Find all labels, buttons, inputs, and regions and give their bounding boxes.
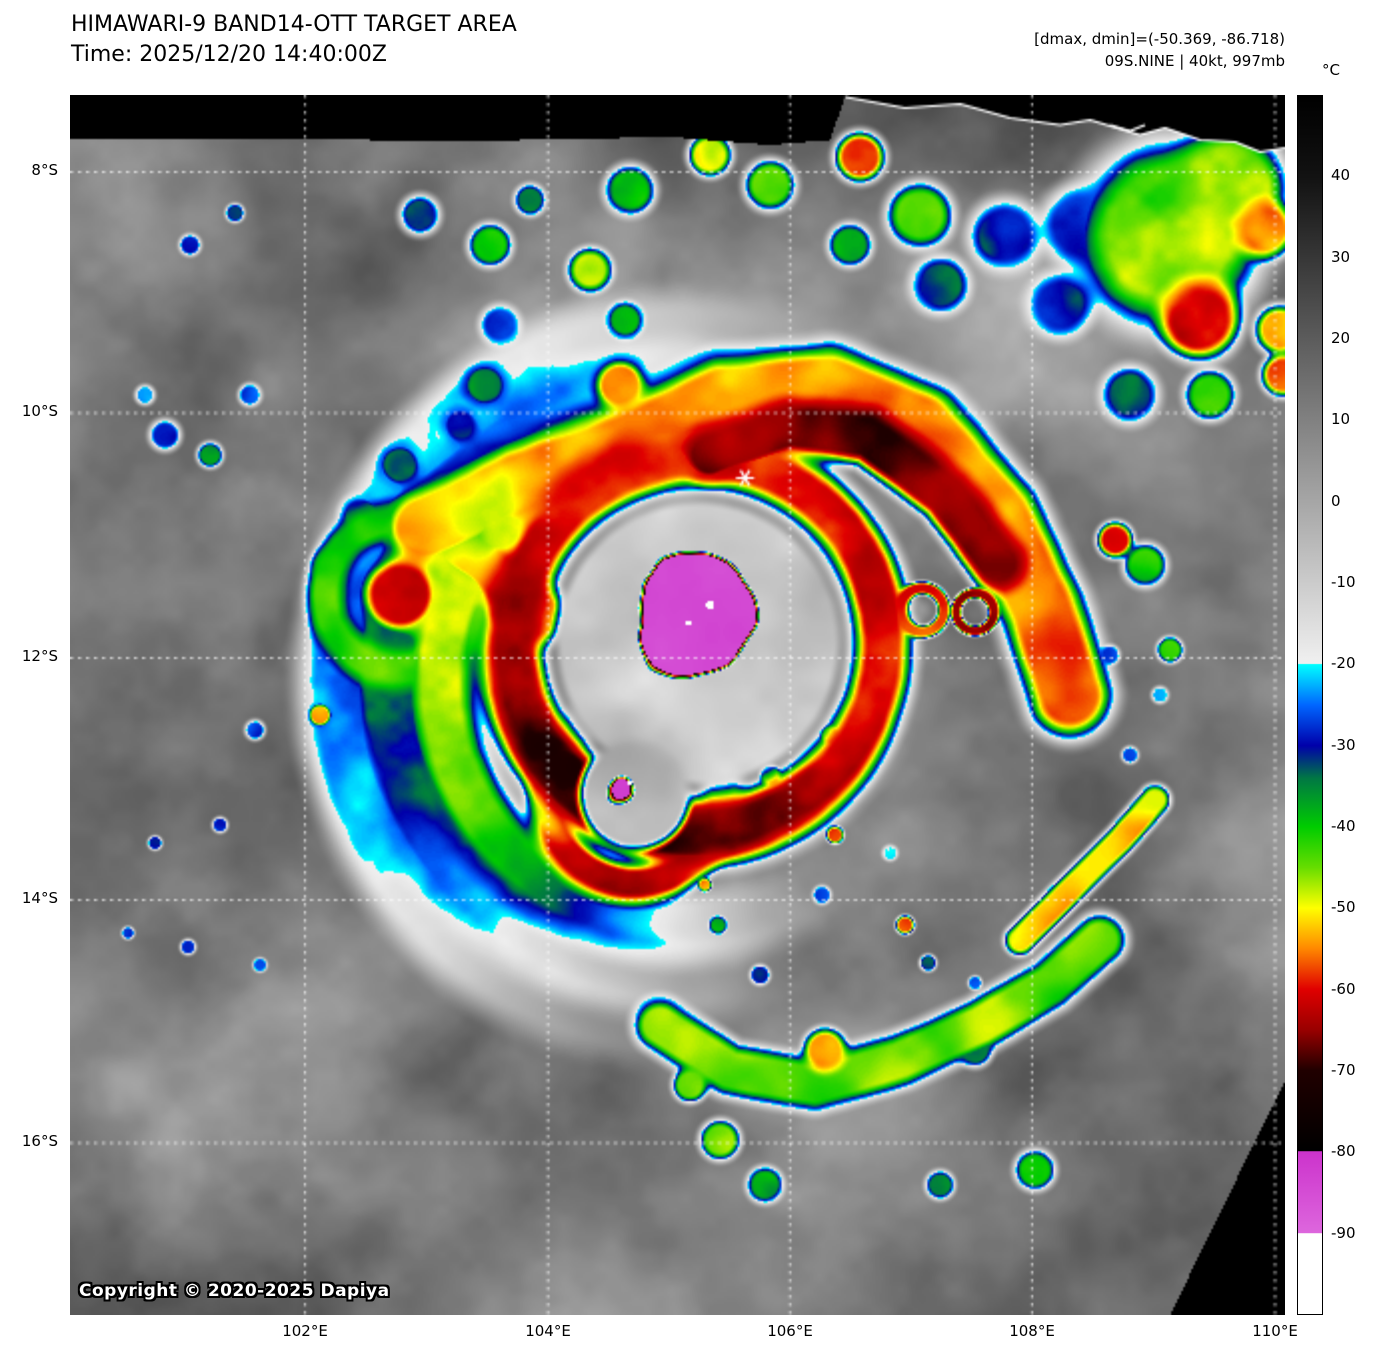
lon-tick-label: 104°E: [525, 1322, 571, 1340]
lon-tick-label: 102°E: [282, 1322, 328, 1340]
header-readouts: [dmax, dmin]=(-50.369, -86.718) 09S.NINE…: [1034, 28, 1285, 72]
colorbar-tick-label: 40: [1331, 166, 1351, 185]
lon-tick-label: 110°E: [1252, 1322, 1298, 1340]
colorbar-tick-label: -90: [1331, 1223, 1356, 1242]
lat-tick-label: 8°S: [31, 161, 58, 179]
lat-axis: 8°S 10°S 12°S 14°S 16°S: [0, 95, 64, 1315]
colorbar-tick-label: 0: [1331, 491, 1341, 510]
lon-axis: 102°E 104°E 106°E 108°E 110°E: [70, 1322, 1298, 1346]
figure-title: HIMAWARI-9 BAND14-OTT TARGET AREA: [71, 12, 517, 37]
satellite-image-canvas: [70, 95, 1285, 1315]
dmax-dmin-readout: [dmax, dmin]=(-50.369, -86.718): [1034, 30, 1285, 48]
colorbar-tick-label: -50: [1331, 898, 1356, 917]
colorbar-tick-label: 30: [1331, 247, 1351, 266]
lat-tick-label: 12°S: [21, 647, 58, 665]
colorbar-tick-label: -70: [1331, 1061, 1356, 1079]
colorbar-axis: 40 30 20 10 0 -10 -20 -30 -40 -50 -60 -70 -80 -90: [1331, 95, 1385, 1315]
colorbar-tick-label: -40: [1331, 817, 1356, 835]
lon-tick-label: 108°E: [1009, 1322, 1055, 1340]
copyright-watermark: Copyright © 2020-2025 Dapiya: [79, 1281, 390, 1301]
lat-tick-label: 10°S: [21, 402, 58, 420]
storm-info-readout: 09S.NINE | 40kt, 997mb: [1104, 52, 1285, 70]
colorbar: [1297, 95, 1323, 1315]
colorbar-unit-label: °C: [1322, 61, 1340, 79]
colorbar-tick-label: 10: [1331, 410, 1351, 429]
lat-tick-label: 14°S: [21, 889, 58, 907]
colorbar-tick-label: 20: [1331, 329, 1351, 347]
colorbar-tick-label: -80: [1331, 1142, 1356, 1161]
satellite-plot-area: Copyright © 2020-2025 Dapiya: [70, 95, 1285, 1315]
colorbar-tick-label: -60: [1331, 979, 1356, 998]
colorbar-tick-label: -20: [1331, 654, 1356, 673]
lon-tick-label: 106°E: [767, 1322, 813, 1340]
colorbar-tick-label: -30: [1331, 735, 1356, 754]
figure-time: Time: 2025/12/20 14:40:00Z: [71, 42, 387, 67]
lat-tick-label: 16°S: [21, 1132, 58, 1150]
colorbar-tick-label: -10: [1331, 573, 1356, 591]
